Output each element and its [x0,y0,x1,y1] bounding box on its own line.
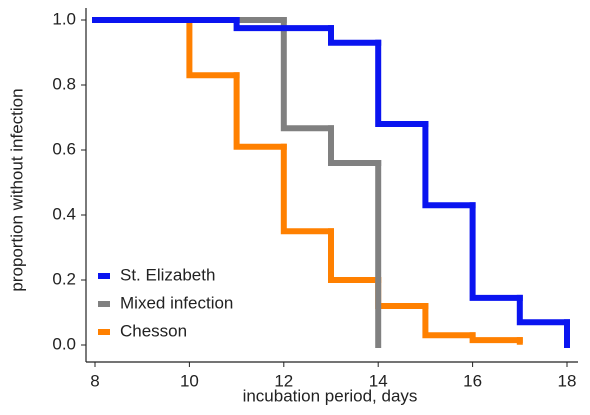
x-tick-label: 16 [463,371,482,390]
x-tick-label: 10 [180,371,199,390]
y-tick-label: 0.2 [52,269,76,288]
step-segment [469,202,523,301]
step-segment [516,294,570,326]
step-segment [280,17,334,132]
step-segment [422,303,476,339]
y-tick-label: 0.0 [52,334,76,353]
y-tick-label: 1.0 [52,9,76,28]
legend-label: Chesson [120,321,187,340]
step-segment [233,17,334,32]
x-tick-label: 8 [90,371,99,390]
step-segment [186,17,240,79]
y-tick-label: 0.8 [52,74,76,93]
x-tick-label: 14 [369,371,388,390]
step-segment [469,332,523,344]
step-segment [328,25,382,46]
step-segment [328,125,382,166]
y-tick-label: 0.6 [52,139,76,158]
x-tick-label: 12 [274,371,293,390]
step-segment [422,121,476,209]
y-tick-label: 0.4 [52,204,76,223]
x-axis-label: incubation period, days [243,386,418,405]
x-tick-label: 18 [558,371,577,390]
legend-label: Mixed infection [120,293,233,312]
step-segment [328,228,382,283]
step-segment [375,277,429,309]
step-segment [280,143,334,235]
legend-label: St. Elizabeth [120,265,215,284]
y-axis-label: proportion without infection [7,88,26,291]
step-segment [233,72,287,150]
step-segment [375,39,429,127]
